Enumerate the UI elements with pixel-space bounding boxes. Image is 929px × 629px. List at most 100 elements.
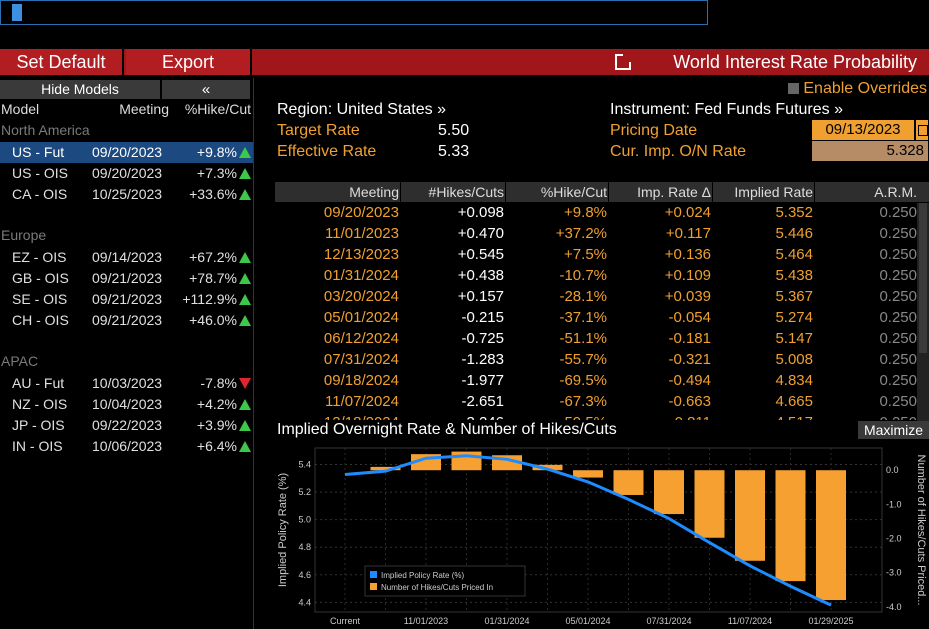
cell-pct-hike-cut: -55.7% — [559, 351, 607, 368]
col-pct-hike-cut[interactable]: %Hike/Cut — [540, 184, 607, 200]
cell-arm: 0.250 — [879, 225, 917, 242]
cell-imp-rate-delta: +0.039 — [664, 288, 711, 305]
x-tick-label: 05/01/2024 — [565, 616, 610, 626]
model-hike-cut: +33.6% — [189, 186, 237, 202]
cell-meeting: 09/18/2024 — [323, 372, 399, 389]
cell-pct-hike-cut: -67.3% — [559, 393, 607, 410]
x-tick-label: 01/29/2025 — [808, 616, 853, 626]
x-tick-label: Current — [330, 616, 361, 626]
pricing-date-input[interactable]: 09/13/2023 — [812, 120, 914, 140]
effective-rate-label: Effective Rate — [277, 143, 377, 160]
cell-pct-hike-cut: -59.5% — [559, 414, 607, 420]
model-meeting-date: 09/21/2023 — [92, 270, 163, 286]
cell-arm: 0.250 — [879, 288, 917, 305]
model-row[interactable]: US - Fut 09/20/2023 +9.8% — [0, 142, 253, 163]
y-tick-label: 5.4 — [298, 460, 311, 470]
enable-overrides-checkbox[interactable] — [788, 83, 799, 94]
cell-meeting: 07/31/2024 — [323, 351, 399, 368]
table-row[interactable]: 01/31/2024 +0.438 -10.7% +0.109 5.438 0.250 — [275, 265, 929, 286]
col-imp-rate-delta[interactable]: Imp. Rate Δ — [637, 184, 711, 200]
model-row[interactable]: SE - OIS 09/21/2023 +112.9% — [0, 289, 253, 310]
up-arrow-icon — [239, 441, 251, 452]
table-row[interactable]: 11/07/2024 -2.651 -67.3% -0.663 4.665 0.250 — [275, 391, 929, 412]
header-hike-cut: %Hike/Cut — [184, 101, 251, 117]
cell-hikes-cuts: -1.977 — [461, 372, 504, 389]
collapse-panel-button[interactable]: « — [162, 80, 250, 99]
y2-tick-label: 0.0 — [886, 465, 899, 475]
model-hike-cut: +4.2% — [196, 396, 237, 412]
table-row[interactable]: 07/31/2024 -1.283 -55.7% -0.321 5.008 0.250 — [275, 349, 929, 370]
table-row[interactable]: 09/18/2024 -1.977 -69.5% -0.494 4.834 0.250 — [275, 370, 929, 391]
col-hikes-cuts[interactable]: #Hikes/Cuts — [428, 184, 504, 200]
model-row[interactable]: US - OIS 09/20/2023 +7.3% — [0, 163, 253, 184]
text-cursor — [12, 4, 22, 21]
y2-tick-label: -1.0 — [886, 499, 902, 509]
table-scrollbar-thumb[interactable] — [919, 203, 927, 353]
cell-imp-rate-delta: +0.136 — [664, 246, 711, 263]
hide-models-button[interactable]: Hide Models — [0, 80, 160, 99]
set-default-button[interactable]: Set Default — [0, 49, 124, 75]
cell-implied-rate: 4.834 — [775, 372, 813, 389]
bar — [613, 470, 644, 495]
model-meeting-date: 10/06/2023 — [92, 438, 163, 454]
instrument-selector[interactable]: Instrument: Fed Funds Futures » — [610, 101, 843, 118]
implied-rate-line — [344, 454, 832, 607]
model-name: AU - Fut — [12, 375, 65, 391]
cell-implied-rate: 5.438 — [775, 267, 813, 284]
cell-meeting: 11/01/2023 — [325, 225, 399, 242]
model-row[interactable]: IN - OIS 10/06/2023 +6.4% — [0, 436, 253, 457]
model-row[interactable]: JP - OIS 09/22/2023 +3.9% — [0, 415, 253, 436]
model-name: CH - OIS — [12, 312, 69, 328]
target-rate-value: 5.50 — [438, 122, 470, 139]
table-row[interactable]: 12/13/2023 +0.545 +7.5% +0.136 5.464 0.250 — [275, 244, 929, 265]
col-arm[interactable]: A.R.M. — [874, 184, 917, 200]
onrate-label: Cur. Imp. O/N Rate — [610, 143, 747, 160]
model-row[interactable]: NZ - OIS 10/04/2023 +4.2% — [0, 394, 253, 415]
model-name: EZ - OIS — [12, 249, 67, 265]
target-rate-label: Target Rate — [277, 122, 360, 139]
command-line-input[interactable] — [0, 0, 708, 25]
cell-hikes-cuts: -1.283 — [461, 351, 504, 368]
region-selector[interactable]: Region: United States » — [277, 101, 446, 118]
model-row[interactable]: GB - OIS 09/21/2023 +78.7% — [0, 268, 253, 289]
table-row[interactable]: 06/12/2024 -0.725 -51.1% -0.181 5.147 0.250 — [275, 328, 929, 349]
model-row[interactable]: CA - OIS 10/25/2023 +33.6% — [0, 184, 253, 205]
model-meeting-date: 10/03/2023 — [92, 375, 163, 391]
export-button[interactable]: Export — [126, 49, 252, 75]
table-row[interactable]: 11/01/2023 +0.470 +37.2% +0.117 5.446 0.250 — [275, 223, 929, 244]
model-name: US - OIS — [12, 165, 69, 181]
table-row[interactable]: 05/01/2024 -0.215 -37.1% -0.054 5.274 0.250 — [275, 307, 929, 328]
cell-imp-rate-delta: -0.321 — [668, 351, 711, 368]
cell-pct-hike-cut: +9.8% — [564, 204, 607, 221]
table-row[interactable]: 09/20/2023 +0.098 +9.8% +0.024 5.352 0.250 — [275, 202, 929, 223]
model-hike-cut: +46.0% — [189, 312, 237, 328]
cell-arm: 0.250 — [879, 393, 917, 410]
y-tick-label: 4.4 — [298, 597, 311, 607]
cell-imp-rate-delta: -0.663 — [668, 393, 711, 410]
cell-implied-rate: 5.008 — [775, 351, 813, 368]
external-link-icon[interactable]: ↗ — [615, 50, 632, 70]
calendar-icon[interactable] — [915, 120, 928, 140]
onrate-input[interactable]: 5.328 — [812, 141, 928, 161]
col-meeting[interactable]: Meeting — [349, 184, 399, 200]
col-implied-rate[interactable]: Implied Rate — [734, 184, 813, 200]
rate-chart: 4.4 4.6 4.8 5.0 5.2 5.4 -4.0 -3.0 -2.0 -1.0 0.0 Cur… — [277, 447, 927, 626]
model-hike-cut: -7.8% — [200, 375, 237, 391]
pricing-date-label: Pricing Date — [610, 122, 698, 139]
model-row[interactable]: CH - OIS 09/21/2023 +46.0% — [0, 310, 253, 331]
cell-meeting: 01/31/2024 — [323, 267, 399, 284]
y-tick-label: 4.8 — [298, 542, 311, 552]
maximize-button[interactable]: Maximize — [858, 421, 929, 439]
cell-pct-hike-cut: -69.5% — [559, 372, 607, 389]
y-tick-label: 5.0 — [298, 515, 311, 525]
cell-pct-hike-cut: -28.1% — [559, 288, 607, 305]
table-row[interactable]: 03/20/2024 +0.157 -28.1% +0.039 5.367 0.250 — [275, 286, 929, 307]
model-row[interactable]: EZ - OIS 09/14/2023 +67.2% — [0, 247, 253, 268]
cell-meeting: 03/20/2024 — [323, 288, 399, 305]
app-title: World Interest Rate Probability — [673, 52, 917, 72]
cell-meeting: 12/18/2024 — [324, 414, 399, 420]
table-row[interactable]: 12/18/2024 -3.246 -59.5% -0.811 4.517 0.250 — [275, 412, 929, 420]
enable-overrides-label[interactable]: Enable Overrides — [803, 80, 927, 97]
model-row[interactable]: AU - Fut 10/03/2023 -7.8% — [0, 373, 253, 394]
cell-meeting: 09/20/2023 — [323, 204, 399, 221]
